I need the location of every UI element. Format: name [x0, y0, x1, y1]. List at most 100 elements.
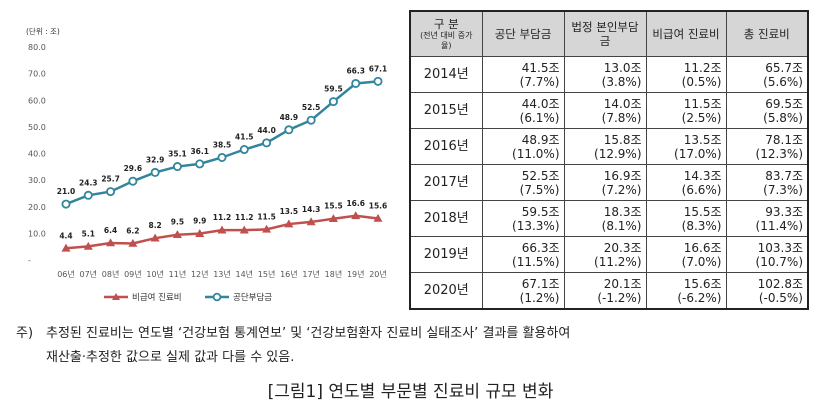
value-cell: 93.3조 (11.4%): [725, 200, 809, 237]
data-label: 48.9: [280, 113, 299, 122]
table-row: 2015년 44.0조 (6.1%) 14.0조 (7.8%) 11.5조 (2.5%) 69…: [409, 92, 809, 129]
year-cell: 2018년: [409, 200, 483, 237]
cell-change: (-0.5%): [758, 290, 803, 305]
table-row: 2020년 67.1조 (1.2%) 20.1조 (-1.2%) 15.6조 (-6.2%)…: [409, 272, 809, 310]
data-label: 16.6: [346, 199, 365, 208]
cell-change: (7.3%): [763, 182, 803, 197]
value-cell: 11.2조 (0.5%): [645, 56, 727, 93]
value-cell: 20.3조 (11.2%): [563, 236, 647, 273]
data-label: 35.1: [168, 150, 187, 159]
cell-change: (6.1%): [519, 110, 560, 125]
cell-change: (12.3%): [755, 146, 803, 161]
x-tick-label: 06년: [57, 269, 75, 279]
x-tick-label: 07년: [80, 269, 98, 279]
data-point: [373, 76, 383, 86]
cell-change: (8.3%): [681, 218, 722, 233]
data-point: [239, 225, 249, 234]
value-cell: 13.0조 (3.8%): [563, 56, 647, 93]
data-point: [83, 241, 93, 250]
legend-label: 공단부담금: [233, 292, 272, 303]
data-label: 38.5: [213, 140, 232, 149]
footnote-line1: 추정된 진료비는 연도별 ‘건강보험 통계연보’ 및 ‘건강보험환자 진료비 실…: [46, 326, 571, 341]
cell-change: (11.4%): [755, 218, 803, 233]
header-category-label: 구 분: [433, 17, 459, 31]
cell-change: (11.2%): [594, 254, 642, 269]
year-cell: 2019년: [409, 236, 483, 273]
cell-change: (7.0%): [681, 254, 722, 269]
data-point: [217, 225, 227, 234]
data-label: 52.5: [302, 103, 321, 112]
cell-value: 15.5조: [683, 204, 722, 219]
footnote-line2: 재산출·추정한 값으로 실제 값과 다를 수 있음.: [46, 350, 295, 365]
year-cell: 2020년: [409, 272, 483, 310]
data-point: [373, 213, 383, 222]
cell-change: (0.5%): [681, 74, 722, 89]
cell-change: (7.5%): [519, 182, 560, 197]
data-point: [150, 167, 160, 177]
x-tick-label: 17년: [302, 269, 320, 279]
cell-value: 66.3조: [521, 240, 560, 255]
cell-value: 14.3조: [683, 168, 722, 183]
cell-change: (5.8%): [763, 110, 803, 125]
cell-change: (1.2%): [519, 290, 560, 305]
y-tick-label: 40.0: [28, 150, 46, 159]
value-cell: 15.5조 (8.3%): [645, 200, 727, 237]
data-label: 21.0: [57, 187, 76, 196]
y-tick-label: -: [28, 256, 31, 265]
y-tick-label: 50.0: [28, 123, 46, 132]
data-point: [351, 78, 361, 88]
data-point: [328, 97, 338, 107]
data-point: [262, 138, 272, 148]
header-total: 총 진료비: [725, 10, 809, 57]
value-cell: 14.3조 (6.6%): [645, 164, 727, 201]
data-point: [217, 152, 227, 162]
x-tick-label: 12년: [191, 269, 209, 279]
cell-change: (7.2%): [601, 182, 642, 197]
legend-marker: [112, 293, 120, 300]
cell-value: 48.9조: [521, 132, 560, 147]
value-cell: 102.8조 (-0.5%): [725, 272, 809, 310]
header-category: 구 분 (전년 대비 증가율): [409, 10, 483, 57]
data-label: 15.6: [369, 201, 388, 210]
value-cell: 13.5조 (17.0%): [645, 128, 727, 165]
cell-value: 15.6조: [683, 276, 722, 291]
data-point: [284, 219, 294, 228]
data-label: 41.5: [235, 133, 254, 142]
cell-value: 67.1조: [521, 276, 560, 291]
cell-value: 16.6조: [683, 240, 722, 255]
unit-label: (단위 : 조): [26, 26, 60, 36]
table-row: 2018년 59.5조 (13.3%) 18.3조 (8.1%) 15.5조 (8.3%) 9…: [409, 200, 809, 237]
cell-value: 20.3조: [603, 240, 642, 255]
cell-value: 102.8조: [757, 276, 803, 291]
data-label: 4.4: [59, 231, 72, 240]
table-row: 2019년 66.3조 (11.5%) 20.3조 (11.2%) 16.6조 (7.0%)…: [409, 236, 809, 273]
data-point: [172, 162, 182, 172]
x-tick-label: 16년: [280, 269, 298, 279]
data-label: 15.5: [324, 202, 343, 211]
x-tick-label: 10년: [146, 269, 164, 279]
footnote: 주) 추정된 진료비는 연도별 ‘건강보험 통계연보’ 및 ‘건강보험환자 진료비…: [16, 322, 570, 346]
data-point: [83, 190, 93, 200]
value-cell: 15.6조 (-6.2%): [645, 272, 727, 310]
data-point: [195, 229, 205, 237]
cell-value: 44.0조: [521, 96, 560, 111]
data-point: [106, 238, 116, 247]
x-tick-label: 09년: [124, 269, 142, 279]
value-cell: 103.3조 (10.7%): [725, 236, 809, 273]
cell-change: (17.0%): [674, 146, 722, 161]
header-bonin: 법정 본인부담금: [563, 10, 647, 57]
footnote-prefix: 주): [16, 326, 34, 341]
table-row: 2016년 48.9조 (11.0%) 15.8조 (12.9%) 13.5조 (17.0%…: [409, 128, 809, 165]
value-cell: 16.6조 (7.0%): [645, 236, 727, 273]
cell-value: 20.1조: [603, 276, 642, 291]
data-point: [351, 211, 361, 220]
cell-change: (8.1%): [601, 218, 642, 233]
cell-change: (12.9%): [594, 146, 642, 161]
header-gongdan: 공단 부담금: [481, 10, 565, 57]
data-label: 9.9: [193, 217, 206, 226]
data-label: 67.1: [369, 64, 388, 73]
y-tick-label: 10.0: [28, 229, 46, 238]
data-label: 44.0: [257, 126, 276, 135]
value-cell: 48.9조 (11.0%): [481, 128, 565, 165]
data-label: 6.2: [126, 226, 139, 235]
